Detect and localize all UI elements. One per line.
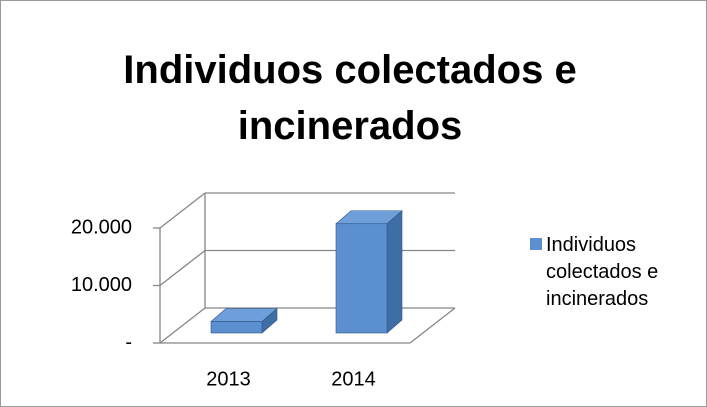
- grid-line: [159, 307, 206, 344]
- bar: [335, 223, 388, 334]
- y-tick-label: 20.000: [71, 216, 132, 238]
- chart-title: Individuos colectados e incinerados: [123, 48, 577, 148]
- x-tick-label: 2013: [206, 368, 251, 390]
- legend-label: Individuos colectados e incinerados: [546, 234, 659, 310]
- x-tick-label: 2014: [331, 368, 376, 390]
- grid-line: [159, 192, 206, 229]
- y-tick-label: 10.000: [71, 274, 132, 296]
- floor-edge: [409, 307, 456, 344]
- y-tick-label: -: [125, 331, 132, 353]
- legend-key: [530, 238, 542, 250]
- grid-line: [159, 249, 206, 287]
- bar-side: [386, 210, 403, 334]
- bar: [210, 321, 263, 334]
